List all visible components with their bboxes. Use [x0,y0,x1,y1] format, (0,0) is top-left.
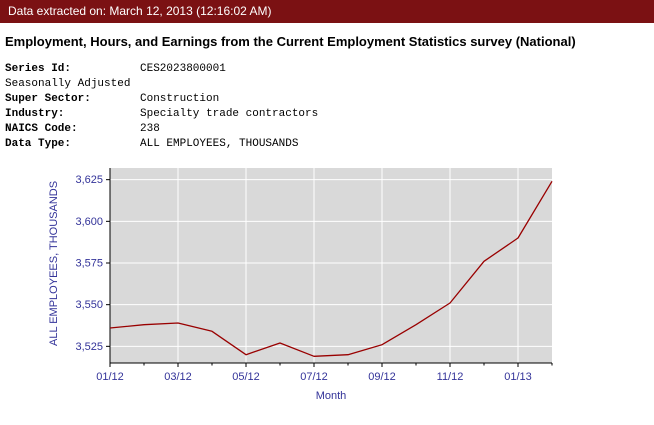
meta-label: Industry: [5,108,65,120]
chart-canvas: 3,525 3,550 3,575 3,600 3,625 01/12 03/12 05/12… [75,168,553,402]
meta-label: Data Type: [5,138,72,150]
y-axis-label: ALL EMPLOYEES, THOUSANDS [48,180,60,346]
meta-row: Seasonally Adjusted [5,77,654,92]
x-tick-label: 03/12 [164,371,192,383]
employment-series-line [109,180,553,357]
x-tick-label: 09/12 [368,371,396,383]
x-tick-label: 01/13 [504,371,532,383]
employment-chart: ALL EMPLOYEES, THOUSANDS 3,525 3,550 3,575… [46,160,654,408]
y-tick-label: 3,525 [75,341,103,353]
y-tick-label: 3,600 [75,216,103,228]
x-tick-label: 01/12 [96,371,124,383]
x-tick-label: 05/12 [232,371,260,383]
y-tick-label: 3,575 [75,258,103,270]
plot-area [110,168,552,363]
meta-value: ALL EMPLOYEES, THOUSANDS [140,138,299,150]
meta-row: Series Id: CES2023800001 [5,62,654,77]
x-tick-label: 11/12 [437,371,464,383]
meta-label: Seasonally Adjusted [5,78,131,90]
extraction-banner: Data extracted on: March 12, 2013 (12:16… [0,0,654,23]
meta-label: Series Id: [5,63,72,75]
meta-value: CES2023800001 [140,63,226,75]
meta-value: Construction [140,93,220,105]
meta-row: Super Sector: Construction [5,92,654,107]
x-tick-label: 07/12 [300,371,328,383]
extraction-date-text: Data extracted on: March 12, 2013 (12:16… [8,4,272,18]
meta-label: Super Sector: [5,93,91,105]
x-axis-label: Month [316,390,347,402]
meta-row: Industry: Specialty trade contractors [5,107,654,122]
meta-row: NAICS Code: 238 [5,122,654,137]
meta-value: 238 [140,123,160,135]
page-title: Employment, Hours, and Earnings from the… [5,34,576,49]
meta-label: NAICS Code: [5,123,78,135]
meta-row: Data Type: ALL EMPLOYEES, THOUSANDS [5,137,654,152]
meta-value: Specialty trade contractors [140,108,319,120]
series-metadata: Series Id: CES2023800001 Seasonally Adjust… [5,62,654,152]
y-tick-label: 3,550 [75,299,103,311]
y-tick-label: 3,625 [75,174,103,186]
